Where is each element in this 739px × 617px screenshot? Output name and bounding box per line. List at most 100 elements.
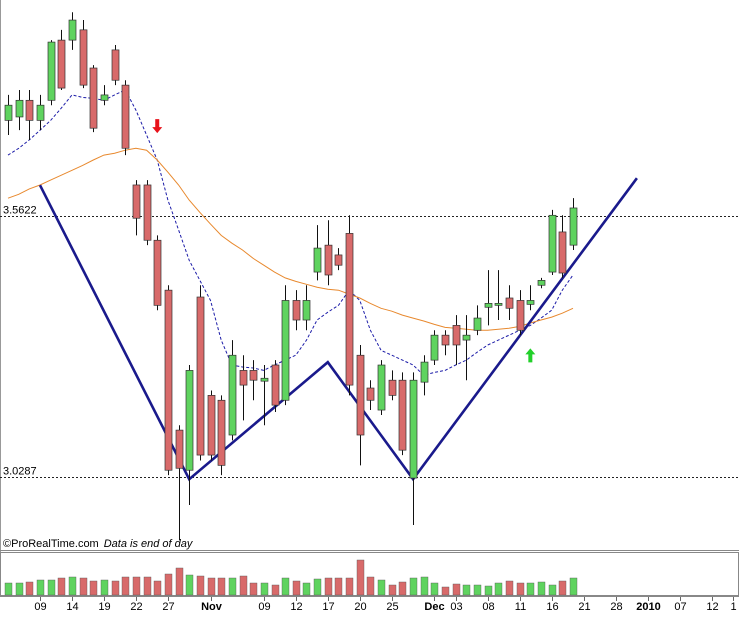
volume-bar (356, 559, 365, 596)
candle-body (249, 370, 258, 381)
volume-bar (313, 578, 322, 596)
candle-body (377, 364, 386, 411)
trendline (38, 177, 638, 482)
candle-body (548, 214, 557, 273)
volume-bar (15, 582, 24, 596)
signal-arrow (152, 119, 163, 134)
volume-bar (473, 584, 482, 596)
x-tick-label: 12 (290, 601, 302, 613)
volume-bar (47, 579, 56, 596)
volume-bar (121, 576, 130, 596)
signal-arrow (525, 348, 536, 363)
reference-label: 3.0287 (3, 466, 37, 478)
candle-body (526, 300, 535, 305)
footer-note: Data is end of day (104, 538, 194, 550)
candle-body (4, 104, 13, 121)
volume-bar (430, 582, 439, 596)
x-tick-label: 09 (34, 601, 46, 613)
volume-bar (537, 581, 546, 596)
volume-bar (36, 579, 45, 596)
x-tick-label: 28 (610, 601, 622, 613)
candle-body (15, 99, 24, 118)
volume-bar (526, 582, 535, 596)
volume-bar (484, 585, 493, 596)
x-tick-label: 07 (674, 601, 686, 613)
volume-bar (345, 577, 354, 596)
x-tick-label: 1 (730, 601, 736, 613)
candle-body (302, 300, 311, 321)
candle-body (505, 297, 514, 309)
candle-body (111, 49, 120, 81)
volume-bar (111, 580, 120, 596)
candle-body (68, 19, 77, 41)
x-tick-label: 27 (162, 601, 174, 613)
candle-body (398, 379, 407, 451)
candle-body (281, 300, 290, 401)
volume-bar (207, 577, 216, 596)
volume-bar (249, 582, 258, 596)
volume-bar (228, 577, 237, 596)
volume-bar (239, 575, 248, 596)
volume-bar (68, 576, 77, 596)
volume-bar (452, 583, 461, 596)
candle-body (345, 233, 354, 386)
candle-body (143, 184, 152, 241)
candle-body (558, 231, 567, 274)
candle-body (89, 67, 98, 129)
candle-body (441, 334, 450, 346)
candle-body (228, 354, 237, 436)
volume-bar (569, 577, 578, 596)
candle-body (271, 364, 280, 406)
x-tick-label: 11 (515, 601, 526, 613)
volume-bar (217, 577, 226, 596)
candle-body (100, 94, 109, 101)
volume-bar (132, 576, 141, 596)
candle-body (484, 303, 493, 308)
candle-body (388, 379, 397, 396)
candle-body (356, 354, 365, 436)
volume-bar (324, 577, 333, 596)
volume-bar (366, 576, 375, 596)
x-tick-label: 12 (706, 601, 718, 613)
volume-bar (558, 580, 567, 596)
volume-bar (505, 580, 514, 596)
candle-body (79, 29, 88, 86)
x-tick-label: Dec (424, 601, 444, 613)
volume-bar (377, 579, 386, 596)
volume-bar (175, 567, 184, 596)
moving-average (7, 89, 574, 376)
x-tick-label: 25 (386, 601, 398, 613)
volume-bar (441, 586, 450, 596)
volume-bar (153, 580, 162, 596)
candle-body (409, 379, 418, 479)
candle-body (164, 289, 173, 471)
volume-bar (25, 581, 34, 596)
candle-body (36, 104, 45, 121)
candle-body (334, 254, 343, 266)
volume-bar (260, 582, 269, 596)
x-tick-label: 16 (546, 601, 558, 613)
candle-body (420, 361, 429, 383)
volume-bar (57, 577, 66, 596)
candle-body (452, 325, 461, 346)
candle-body (260, 377, 269, 382)
candle-body (207, 395, 216, 456)
volume-bar (548, 584, 557, 596)
x-tick-label: 21 (578, 601, 590, 613)
volume-bar (388, 584, 397, 596)
footer: ©ProRealTime.com Data is end of day (3, 538, 194, 550)
candle-body (313, 247, 322, 273)
volume-bar (4, 582, 13, 596)
x-tick-label: 19 (98, 601, 110, 613)
x-tick-label: 08 (482, 601, 494, 613)
candle-body (569, 207, 578, 246)
volume-bar (164, 573, 173, 596)
volume-bar (462, 584, 471, 596)
candle-body (324, 244, 333, 276)
volume-bar (79, 577, 88, 596)
volume-bar (143, 576, 152, 596)
volume-bar (271, 584, 280, 596)
volume-bar (89, 580, 98, 596)
